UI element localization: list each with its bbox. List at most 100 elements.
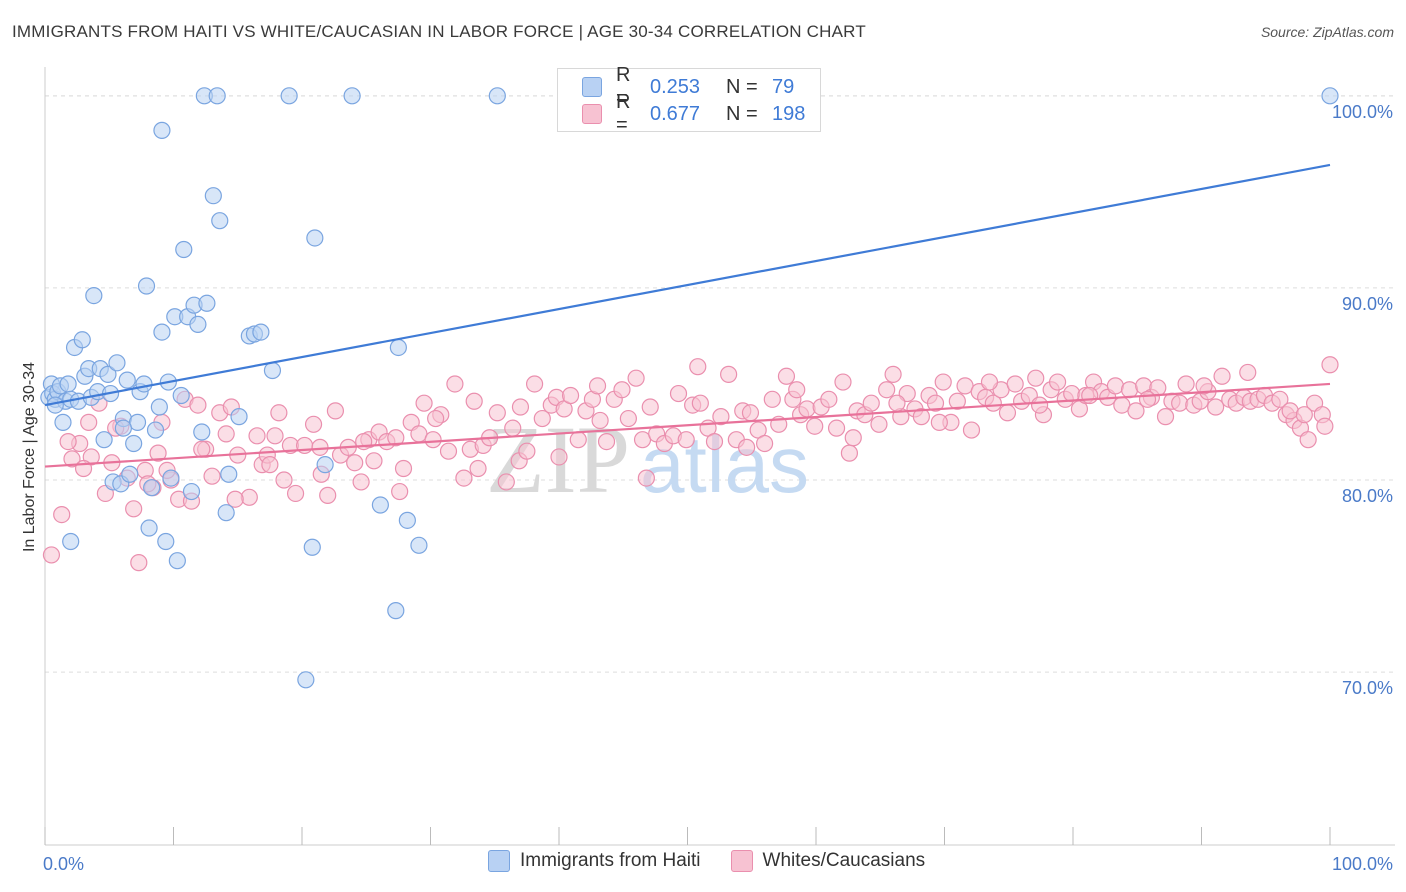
haiti-point xyxy=(150,398,168,416)
whites-point xyxy=(80,413,98,431)
whites-point xyxy=(788,381,806,399)
whites-point xyxy=(1138,390,1157,408)
haiti-point xyxy=(108,354,126,372)
whites-point xyxy=(217,425,235,443)
whites-point xyxy=(261,456,279,474)
haiti-point xyxy=(252,323,270,341)
haiti-point xyxy=(198,294,216,312)
whites-point xyxy=(689,358,707,376)
whites-point xyxy=(1316,417,1334,435)
whites-point xyxy=(1195,377,1213,395)
haiti-point xyxy=(95,431,113,449)
haiti-point xyxy=(54,413,72,431)
whites-point xyxy=(415,394,433,412)
whites-point xyxy=(755,434,774,453)
whites-point xyxy=(1048,373,1067,391)
whites-point xyxy=(446,375,464,393)
whites-point xyxy=(1030,396,1049,414)
whites-point xyxy=(488,404,506,422)
series-whites-points xyxy=(42,356,1339,572)
whites-point xyxy=(533,409,551,428)
whites-point xyxy=(827,419,846,437)
whites-point xyxy=(130,554,148,572)
axes xyxy=(44,67,1395,846)
whites-point xyxy=(203,467,221,485)
whites-point xyxy=(1239,363,1257,382)
legend-n-value: 79 xyxy=(772,75,795,98)
legend-n-label: N = xyxy=(726,102,758,125)
whites-point xyxy=(840,444,859,462)
legend-r-label: R = xyxy=(616,64,631,109)
whites-point xyxy=(641,398,659,416)
whites-point xyxy=(1281,402,1299,420)
whites-point xyxy=(844,429,862,447)
haiti-point xyxy=(143,479,161,497)
whites-point xyxy=(691,394,709,412)
haiti-point xyxy=(146,421,165,439)
y-tick-label: 80.0% xyxy=(1342,486,1393,506)
whites-point xyxy=(1171,394,1189,412)
haiti-point xyxy=(62,532,80,551)
whites-point xyxy=(741,404,760,422)
y-tick-label: 100.0% xyxy=(1332,102,1393,122)
whites-point xyxy=(193,440,211,458)
haiti-point xyxy=(125,434,143,453)
whites-point xyxy=(525,375,544,393)
haiti-point xyxy=(157,532,175,551)
whites-point xyxy=(798,400,816,418)
whites-point xyxy=(948,392,966,410)
whites-point xyxy=(469,459,487,478)
haiti-point xyxy=(193,423,211,441)
source-label: Source: ZipAtlas.com xyxy=(1260,24,1394,40)
whites-point xyxy=(705,432,724,451)
whites-point xyxy=(240,488,258,506)
whites-point xyxy=(738,438,756,456)
haiti-point xyxy=(220,465,238,483)
haiti-point xyxy=(114,419,132,437)
whites-point xyxy=(1295,406,1313,424)
whites-point xyxy=(424,431,442,449)
haiti-point xyxy=(85,286,103,305)
whites-point xyxy=(53,505,71,524)
whites-point xyxy=(888,394,906,412)
whites-point xyxy=(930,413,948,431)
whites-point xyxy=(125,500,143,518)
legend-label-whites: Whites/Caucasians xyxy=(762,850,926,871)
trend-lines xyxy=(44,163,1331,468)
haiti-point xyxy=(387,602,405,620)
whites-point xyxy=(588,377,607,395)
whites-point xyxy=(63,450,81,468)
whites-point xyxy=(518,442,536,460)
whites-point xyxy=(962,421,981,439)
whites-point xyxy=(248,427,266,445)
y-tick-label: 90.0% xyxy=(1342,294,1393,314)
whites-point xyxy=(637,469,655,487)
whites-point xyxy=(275,471,293,489)
haiti-point xyxy=(303,538,321,556)
whites-point xyxy=(619,409,637,428)
haiti-point xyxy=(217,504,235,522)
whites-point xyxy=(149,444,167,462)
whites-point xyxy=(569,431,587,449)
legend-row-haiti: R = 0.253 N = 79 xyxy=(582,64,795,109)
whites-point xyxy=(1177,375,1195,393)
whites-point xyxy=(834,373,852,391)
whites-point xyxy=(387,429,405,447)
whites-trend-line xyxy=(44,382,1331,468)
whites-point xyxy=(597,432,616,451)
legend-row-whites: R = 0.677 N = 198 xyxy=(582,91,805,136)
legend-swatch-haiti xyxy=(582,77,602,97)
whites-point xyxy=(627,369,645,387)
whites-point xyxy=(311,438,329,456)
legend-item-whites: Whites/Caucasians xyxy=(730,850,926,872)
whites-point xyxy=(465,392,483,410)
legend-swatch-whites xyxy=(582,104,602,124)
whites-point xyxy=(286,484,305,503)
whites-point xyxy=(1006,375,1024,393)
legend-label-haiti: Immigrants from Haiti xyxy=(520,850,701,871)
whites-point xyxy=(42,546,61,564)
whites-point xyxy=(391,482,409,501)
legend-r-value: 0.677 xyxy=(650,102,701,125)
y-tick-label: 70.0% xyxy=(1342,678,1393,698)
